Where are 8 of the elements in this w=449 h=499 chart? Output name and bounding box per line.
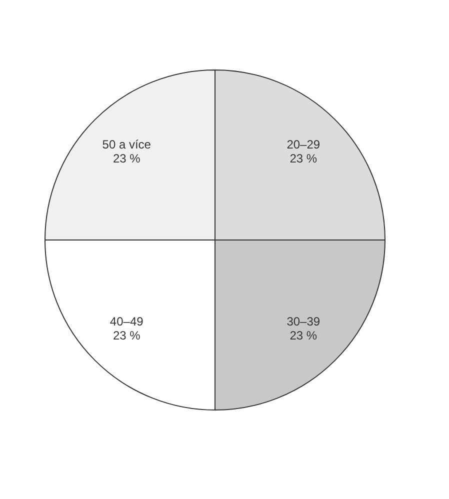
- data-label: 23 %: [290, 152, 318, 166]
- slice-label: 50 a více: [102, 138, 152, 152]
- data-label: 23 %: [112, 152, 141, 166]
- slice-label: 20–29: [286, 138, 320, 152]
- data-label: 23 %: [112, 328, 141, 342]
- slice-label: 30–39: [286, 314, 320, 328]
- slice-label: 40–49: [110, 314, 144, 328]
- data-label: 23 %: [290, 328, 318, 342]
